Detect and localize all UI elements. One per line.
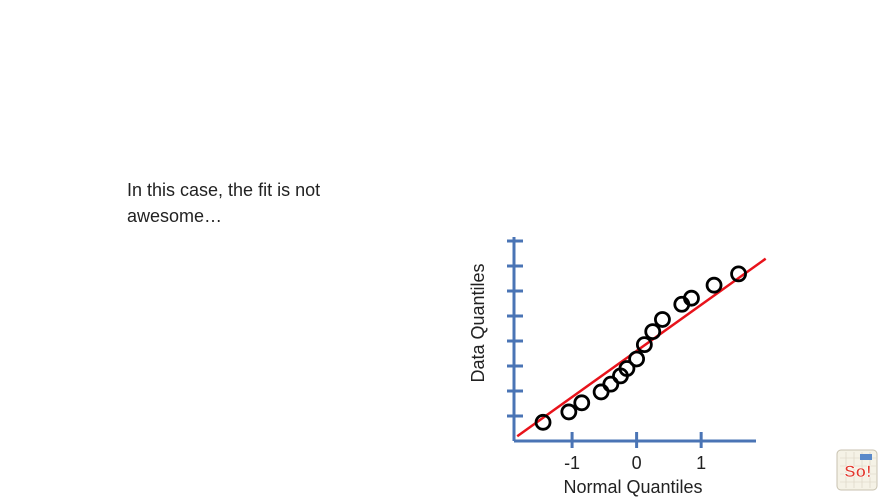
- y-axis-title: Data Quantiles: [468, 263, 488, 382]
- statquest-logo-icon: So!: [836, 449, 878, 491]
- data-point: [628, 350, 646, 368]
- data-point: [683, 289, 700, 307]
- data-point: [534, 413, 552, 431]
- data-point: [573, 394, 591, 412]
- labels-layer: -1 0 1 Normal Quantiles Data Quantiles: [468, 263, 706, 497]
- data-point: [654, 311, 671, 328]
- data-point: [592, 383, 610, 401]
- points-layer: [534, 265, 747, 431]
- x-axis-title: Normal Quantiles: [563, 477, 702, 497]
- svg-text:So!: So!: [844, 462, 871, 481]
- data-point: [644, 323, 662, 341]
- data-point: [705, 276, 723, 294]
- fit-line: [516, 257, 767, 438]
- x-tick-label: 0: [632, 453, 642, 473]
- axes: [507, 237, 756, 448]
- slide-text: In this case, the fit is not awesome…: [127, 180, 321, 226]
- x-tick-label: 1: [696, 453, 706, 473]
- data-point: [560, 403, 578, 421]
- x-tick-label: -1: [564, 453, 580, 473]
- data-point: [635, 336, 653, 354]
- data-point: [730, 265, 747, 283]
- data-point: [618, 360, 636, 377]
- data-point: [602, 375, 620, 393]
- fit-line-layer: [516, 257, 767, 438]
